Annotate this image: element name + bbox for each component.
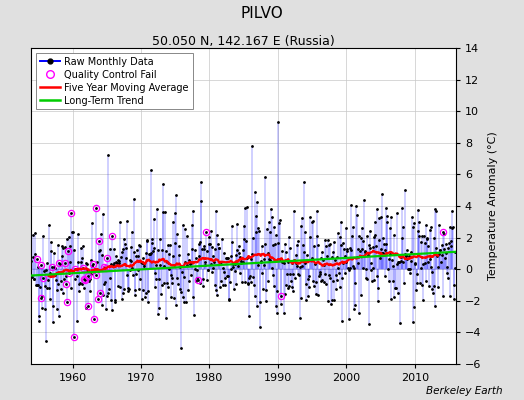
Text: PILVO: PILVO xyxy=(241,6,283,21)
Y-axis label: Temperature Anomaly (°C): Temperature Anomaly (°C) xyxy=(488,132,498,280)
Text: Berkeley Earth: Berkeley Earth xyxy=(427,386,503,396)
Legend: Raw Monthly Data, Quality Control Fail, Five Year Moving Average, Long-Term Tren: Raw Monthly Data, Quality Control Fail, … xyxy=(36,53,193,109)
Title: 50.050 N, 142.167 E (Russia): 50.050 N, 142.167 E (Russia) xyxy=(152,35,335,48)
